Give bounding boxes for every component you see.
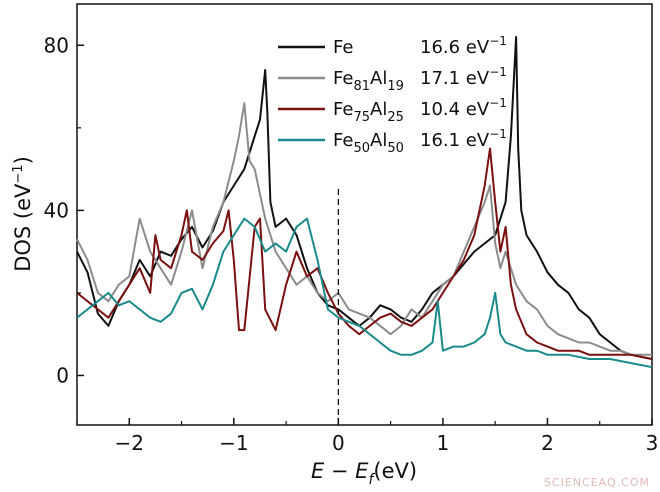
y-ticks: 0 40 80 (44, 33, 84, 387)
x-ticks: −2 −1 0 1 2 3 (76, 418, 659, 455)
legend-value-fe75al25: 10.4 eV−1 (420, 96, 507, 120)
legend: Fe 16.6 eV−1 Fe81Al19 17.1 eV−1 Fe75Al25… (278, 34, 507, 156)
x-axis-title: E − Ef(eV) (311, 459, 417, 488)
plot-frame (76, 3, 653, 426)
series-line-fe75 (76, 147, 653, 360)
y-tick-label: 80 (44, 33, 69, 57)
legend-entry-fe50al50: Fe50Al50 16.1 eV−1 (278, 127, 507, 156)
legend-label-fe50al50: Fe50Al50 (333, 130, 404, 156)
x-tick-label: 0 (332, 431, 345, 455)
x-tick-label: 2 (541, 431, 554, 455)
y-axis-title: DOS (eV−1) (11, 156, 35, 272)
y-tick-label: 0 (56, 363, 69, 387)
x-tick-label: 3 (646, 431, 659, 455)
legend-entry-fe81al19: Fe81Al19 17.1 eV−1 (278, 65, 507, 94)
y-tick-label: 40 (44, 198, 69, 222)
legend-value-fe: 16.6 eV−1 (420, 34, 507, 58)
legend-label-fe81al19: Fe81Al19 (333, 68, 404, 94)
x-tick-label: −2 (115, 431, 144, 455)
watermark: SCIENCEAQ.COM (544, 476, 650, 489)
legend-label-fe75al25: Fe75Al25 (333, 99, 404, 125)
x-tick-label: −1 (219, 431, 248, 455)
legend-entry-fe75al25: Fe75Al25 10.4 eV−1 (278, 96, 507, 125)
legend-value-fe50al50: 16.1 eV−1 (420, 127, 507, 151)
series-line-fe81 (76, 102, 652, 356)
series-layer (76, 36, 653, 369)
series-line-fe50 (76, 217, 653, 369)
legend-entry-fe: Fe 16.6 eV−1 (278, 34, 507, 58)
legend-label-fe: Fe (333, 37, 353, 58)
legend-value-fe81al19: 17.1 eV−1 (420, 65, 507, 89)
x-tick-label: 1 (437, 431, 450, 455)
